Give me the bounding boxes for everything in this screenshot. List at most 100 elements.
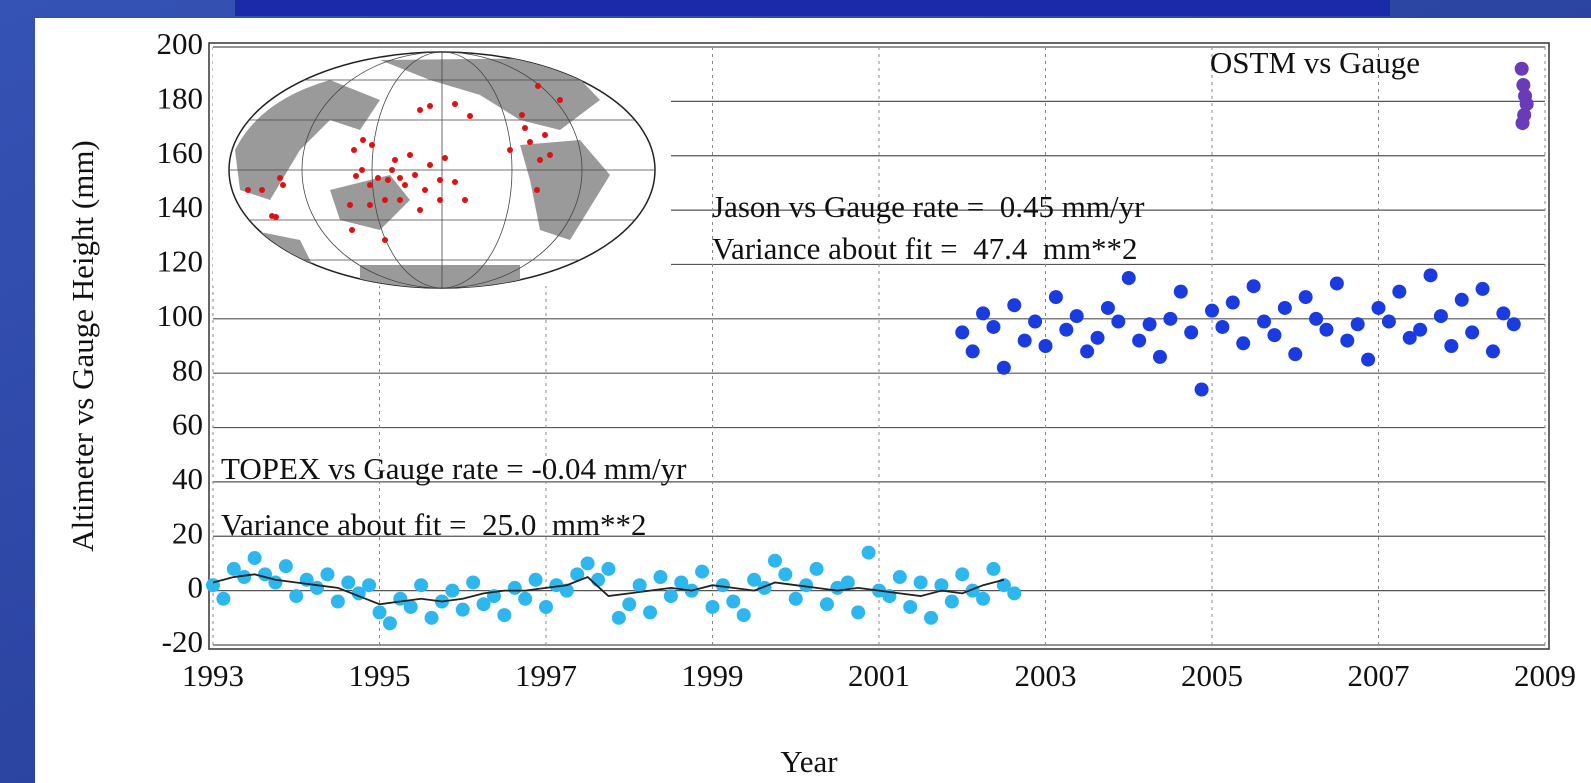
data-point (1516, 78, 1531, 93)
y-tick-label: 80 (172, 352, 203, 387)
data-point (289, 589, 304, 604)
annotations: -20 0 20 40 60 80 100 120 140 160 180 200 1993 1995 19… (65, 26, 1576, 779)
data-point (247, 551, 262, 566)
data-point (747, 572, 762, 587)
data-point (372, 605, 387, 620)
data-point (424, 610, 439, 625)
data-point (1215, 319, 1230, 334)
data-point (830, 580, 845, 595)
data-point (663, 589, 678, 604)
data-point (809, 561, 824, 576)
data-point (1090, 330, 1105, 345)
x-tick-label: 1995 (349, 658, 411, 693)
data-point (1515, 116, 1530, 131)
data-point (611, 610, 626, 625)
data-point (913, 575, 928, 590)
data-point (330, 594, 345, 609)
data-point (403, 599, 418, 614)
data-point (861, 545, 876, 560)
data-point (1475, 281, 1490, 296)
y-tick-label: -20 (162, 624, 203, 659)
data-point (445, 583, 460, 598)
data-point (559, 583, 574, 598)
data-point (840, 575, 855, 590)
data-point (622, 597, 637, 612)
data-point (1184, 325, 1199, 340)
data-point (476, 597, 491, 612)
data-point (1007, 586, 1022, 601)
data-point (767, 553, 782, 568)
data-point (934, 578, 949, 593)
data-point (1121, 271, 1136, 286)
data-point (986, 561, 1001, 576)
data-point (778, 567, 793, 582)
data-point (216, 591, 231, 606)
data-point (1444, 339, 1459, 353)
data-point (1361, 352, 1376, 367)
data-point (362, 578, 377, 593)
data-point (226, 561, 241, 576)
data-point (653, 570, 668, 585)
y-tick-label: 140 (157, 189, 204, 224)
data-point (632, 578, 647, 593)
x-tick-label: 2003 (1015, 658, 1077, 693)
data-point (1236, 336, 1251, 351)
data-point (310, 580, 325, 595)
y-tick-label: 100 (157, 298, 204, 333)
data-point (1246, 279, 1261, 294)
data-point (591, 572, 606, 587)
data-point (1225, 295, 1240, 310)
y-tick-label: 0 (188, 570, 204, 605)
data-point (1485, 344, 1500, 359)
data-point (1454, 292, 1469, 307)
annotation: Variance about fit = 25.0 mm**2 (221, 507, 647, 542)
data-point (1329, 276, 1344, 291)
annotation: Variance about fit = 47.4 mm**2 (712, 231, 1138, 266)
data-point (944, 594, 959, 609)
y-axis-label: Altimeter vs Gauge Height (mm) (65, 140, 100, 552)
x-tick-label: 2009 (1514, 658, 1576, 693)
annotation: OSTM vs Gauge (1210, 45, 1420, 80)
data-point (695, 564, 710, 579)
data-point (903, 599, 918, 614)
data-point (1059, 322, 1074, 337)
data-point (1007, 298, 1022, 313)
y-tick-label: 40 (172, 461, 203, 496)
x-axis-label: Year (780, 744, 838, 779)
data-point (1506, 317, 1521, 332)
data-point (924, 610, 939, 625)
data-point (1028, 314, 1043, 329)
data-point (320, 567, 335, 582)
data-point (788, 591, 803, 606)
data-point (1519, 97, 1534, 112)
y-tick-label: 120 (157, 244, 204, 279)
data-point (892, 570, 907, 585)
data-point (986, 319, 1001, 334)
inset-map (213, 48, 671, 289)
data-point (1309, 311, 1324, 326)
data-point (549, 578, 564, 593)
data-point (1340, 333, 1355, 348)
data-point (580, 556, 595, 571)
data-point (1132, 333, 1147, 348)
data-point (1080, 344, 1095, 359)
data-point (507, 580, 522, 595)
data-point (674, 575, 689, 590)
data-point (1069, 309, 1084, 324)
data-point (1392, 284, 1407, 299)
y-tick-label: 60 (172, 407, 203, 442)
data-point (1319, 322, 1334, 337)
x-tick-label: 2005 (1181, 658, 1243, 693)
y-tick-label: 160 (157, 135, 204, 170)
y-tick-label: 200 (157, 26, 204, 61)
data-point (965, 344, 980, 359)
data-point (1163, 311, 1178, 326)
data-point (455, 602, 470, 617)
data-point (1111, 314, 1126, 329)
x-tick-label: 1993 (182, 658, 244, 693)
data-point (819, 597, 834, 612)
data-point (570, 567, 585, 582)
y-tick-label: 20 (172, 515, 203, 550)
data-point (1433, 309, 1448, 324)
data-point (1277, 300, 1292, 315)
